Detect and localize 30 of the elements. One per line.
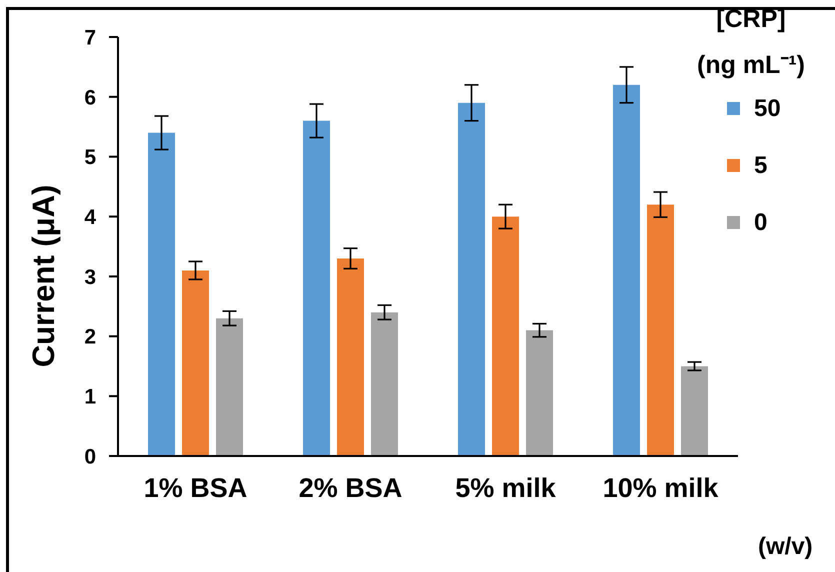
y-tick-label: 7 [84,26,96,50]
bar [216,318,243,456]
bar [681,366,708,456]
bar [613,84,640,456]
x-tick-label: 10% milk [602,473,720,504]
y-tick-label: 3 [84,266,96,289]
x-tick-label: 2% BSA [298,473,402,504]
legend-label: 50 [754,94,781,122]
bar [371,312,398,456]
legend-label: 5 [754,152,768,180]
y-axis-title: Current (μA) [26,184,62,368]
x-tick-label: 5% milk [455,473,557,504]
bar [458,102,485,456]
bar [182,270,209,456]
bar [492,216,519,456]
y-tick-label: 2 [84,326,96,349]
bar [647,204,674,456]
y-tick-label: 1 [84,386,96,409]
bar [526,330,553,456]
bar [337,258,364,456]
y-tick-label: 0 [84,445,96,468]
y-tick-label: 5 [84,146,96,170]
x-axis-title: (w/v) [758,533,813,561]
legend-label: 0 [754,208,768,236]
y-tick-label: 4 [84,206,96,230]
y-tick-label: 6 [84,86,96,110]
bar [148,132,175,456]
x-tick-label: 1% BSA [144,473,248,504]
legend-title: [CRP] (ng mL⁻¹) [696,4,806,81]
bar [303,120,330,456]
